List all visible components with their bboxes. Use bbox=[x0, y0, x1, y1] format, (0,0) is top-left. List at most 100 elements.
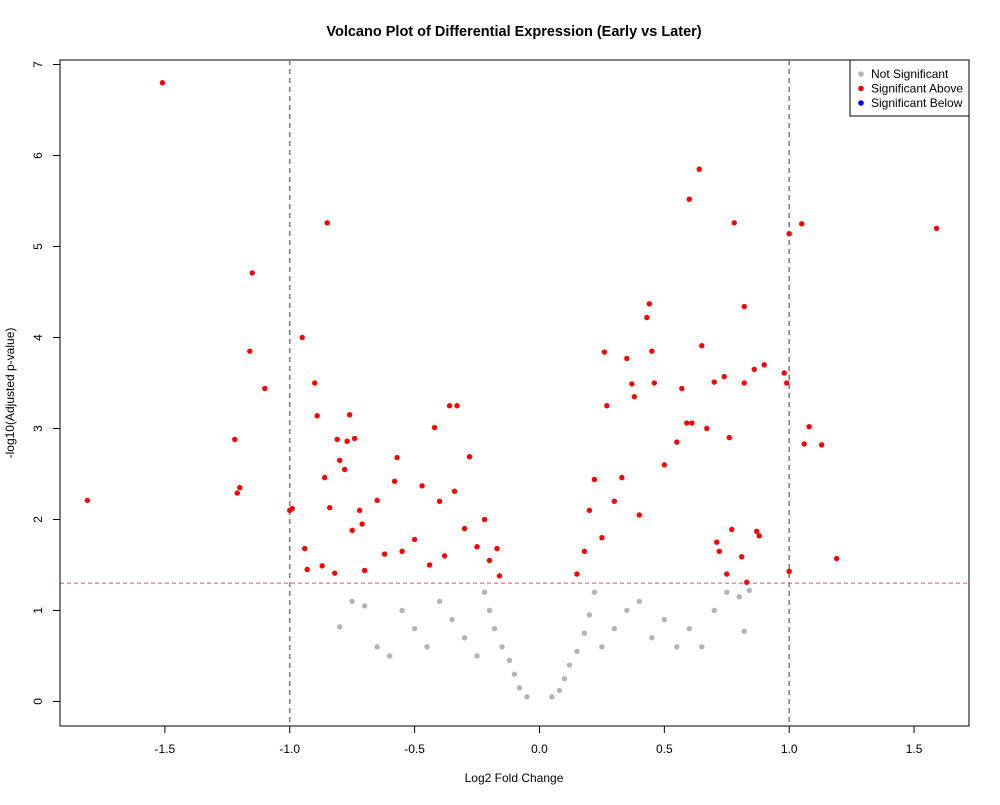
data-point bbox=[751, 366, 757, 373]
data-point bbox=[461, 525, 468, 532]
data-point bbox=[736, 594, 742, 600]
data-point bbox=[933, 225, 940, 232]
x-axis: -1.5 -1.0 -0.5 0.0 0.5 1.0 1.5 bbox=[155, 725, 923, 756]
data-point bbox=[399, 548, 405, 555]
data-point bbox=[336, 457, 343, 464]
data-point bbox=[516, 685, 523, 691]
data-point bbox=[499, 644, 505, 650]
plot-frame bbox=[59, 59, 970, 727]
data-point bbox=[356, 507, 363, 514]
x-tick-label: -0.5 bbox=[404, 742, 425, 756]
legend-box bbox=[849, 59, 970, 117]
data-point bbox=[359, 521, 365, 527]
data-point bbox=[629, 381, 635, 387]
data-point bbox=[644, 314, 650, 321]
data-point bbox=[451, 488, 458, 494]
data-point bbox=[441, 553, 448, 559]
data-point bbox=[486, 557, 493, 564]
y-tick-label: 3 bbox=[31, 425, 45, 432]
data-point bbox=[661, 616, 668, 623]
data-point bbox=[661, 462, 668, 468]
data-point bbox=[426, 562, 433, 568]
x-tick-label: 1.5 bbox=[906, 742, 923, 756]
data-point bbox=[806, 423, 812, 430]
data-point bbox=[781, 370, 787, 376]
data-point bbox=[474, 544, 480, 550]
data-point bbox=[436, 498, 443, 504]
data-point bbox=[234, 490, 241, 496]
y-tick-label: 5 bbox=[31, 243, 45, 250]
data-point bbox=[374, 497, 380, 504]
x-tick-label: 0.0 bbox=[531, 742, 548, 756]
data-point bbox=[474, 653, 480, 659]
data-point bbox=[361, 567, 368, 574]
data-point bbox=[449, 616, 455, 623]
data-point bbox=[454, 403, 460, 409]
data-point bbox=[636, 512, 643, 518]
data-point bbox=[599, 644, 605, 650]
data-point bbox=[461, 635, 468, 641]
legend-label: Significant Below bbox=[871, 96, 963, 110]
data-point bbox=[411, 536, 418, 543]
data-point bbox=[431, 424, 438, 431]
data-point bbox=[786, 231, 792, 237]
data-point bbox=[686, 196, 693, 202]
data-point bbox=[646, 301, 653, 307]
y-axis: 0 1 2 3 4 5 6 7 bbox=[31, 61, 61, 705]
data-point bbox=[574, 648, 580, 655]
data-point bbox=[674, 439, 680, 445]
data-point bbox=[314, 413, 320, 419]
data-point bbox=[591, 589, 598, 595]
data-point bbox=[411, 625, 418, 632]
data-point bbox=[729, 526, 735, 533]
data-point bbox=[341, 466, 348, 473]
data-point bbox=[574, 571, 580, 577]
data-point bbox=[679, 385, 685, 392]
data-point bbox=[349, 598, 355, 605]
data-point bbox=[304, 566, 310, 573]
data-point bbox=[801, 441, 807, 447]
data-point bbox=[784, 380, 790, 386]
y-tick-label: 7 bbox=[31, 61, 45, 68]
reference-lines bbox=[60, 60, 969, 726]
data-point bbox=[394, 454, 400, 461]
y-tick-label: 4 bbox=[31, 334, 45, 341]
data-point bbox=[349, 527, 355, 534]
x-axis-label: Log2 Fold Change bbox=[465, 771, 564, 785]
data-point bbox=[289, 505, 295, 512]
data-point bbox=[756, 533, 762, 539]
data-point bbox=[486, 607, 493, 614]
data-point bbox=[601, 349, 608, 355]
data-point bbox=[84, 497, 91, 504]
data-point bbox=[524, 694, 530, 700]
data-point bbox=[586, 612, 593, 618]
data-point bbox=[599, 534, 605, 541]
data-point bbox=[556, 687, 563, 694]
data-point bbox=[649, 348, 655, 354]
data-point bbox=[481, 516, 488, 523]
data-point bbox=[299, 334, 305, 341]
data-point bbox=[561, 675, 568, 682]
data-point bbox=[744, 579, 750, 585]
data-point bbox=[466, 453, 473, 460]
data-point bbox=[716, 548, 722, 555]
data-point bbox=[324, 220, 330, 226]
data-point bbox=[741, 628, 747, 635]
data-point bbox=[631, 393, 638, 400]
data-point bbox=[331, 570, 338, 576]
data-point bbox=[334, 436, 340, 443]
data-point bbox=[711, 379, 717, 385]
data-point bbox=[436, 598, 443, 605]
data-point bbox=[302, 545, 308, 552]
data-point bbox=[684, 420, 690, 426]
legend-label: Significant Above bbox=[871, 82, 963, 96]
data-point bbox=[481, 589, 488, 595]
data-point bbox=[381, 551, 388, 557]
data-point bbox=[711, 607, 717, 614]
data-point bbox=[689, 420, 695, 426]
data-point bbox=[746, 587, 752, 594]
data-point bbox=[346, 412, 353, 418]
data-point bbox=[741, 303, 747, 310]
data-point bbox=[344, 438, 350, 444]
